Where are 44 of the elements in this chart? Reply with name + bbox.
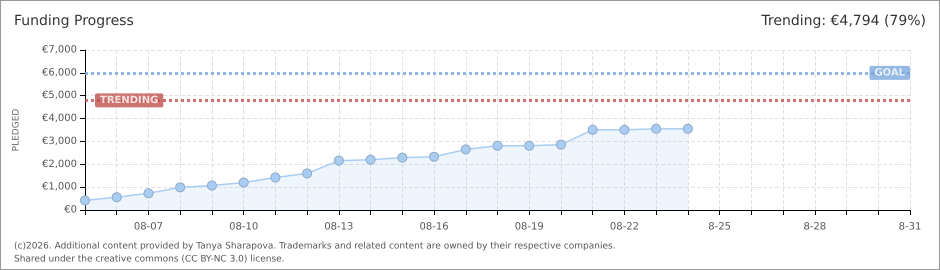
x-tick-label: 08-19: [514, 222, 544, 232]
y-tick-label: €7,000: [42, 44, 77, 56]
point: [80, 195, 90, 206]
x-tick-label: 08-07: [134, 222, 163, 232]
point: [682, 124, 693, 134]
ref-line-label: GOAL: [874, 67, 906, 78]
point: [175, 182, 186, 192]
point: [366, 154, 376, 165]
y-tick-label: €1,000: [42, 182, 77, 193]
point: [429, 152, 440, 162]
text: Shared under the creative commons (CC BY-NC 3.0) license.: [14, 254, 285, 264]
point: [524, 140, 534, 151]
x-tick-label: 8-25: [708, 222, 731, 232]
x-tick-label: 08-22: [610, 222, 639, 232]
y-axis-title: PLEDGED: [12, 108, 22, 152]
x-tick-label: 8-28: [803, 222, 826, 232]
y-tick-label: €5,000: [42, 90, 77, 102]
y-tick-label: €3,000: [42, 136, 77, 147]
y-tick-label: €6,000: [42, 67, 77, 78]
point: [143, 188, 154, 198]
point: [460, 144, 471, 154]
chart-subtitle: Trending: €4,794 (79%): [760, 13, 926, 29]
point: [492, 140, 502, 151]
point: [651, 124, 662, 134]
y-tick-label: €4,000: [42, 113, 77, 124]
point: [112, 192, 122, 202]
x-tick-label: 08-10: [229, 222, 258, 232]
point: [588, 124, 598, 135]
chart-title: Funding Progress: [14, 13, 134, 29]
y-tick-label: €2,000: [42, 158, 77, 170]
point: [270, 172, 280, 183]
y-tick-label: €0: [64, 204, 77, 216]
point: [556, 140, 566, 150]
x-tick-label: 8-31: [898, 222, 922, 232]
x-tick-label: 08-16: [420, 222, 449, 232]
point: [619, 124, 630, 135]
point: [238, 178, 249, 188]
point: [206, 180, 217, 191]
point: [397, 152, 408, 163]
point: [302, 168, 312, 178]
x-tick-label: 08-13: [324, 222, 354, 232]
text: (c)2026. Additional content provided by Tanya Sharapova. Trademarks and related content are owned by their respective companies.: [14, 242, 616, 252]
point: [334, 156, 344, 166]
ref-line-label: TRENDING: [100, 94, 158, 106]
